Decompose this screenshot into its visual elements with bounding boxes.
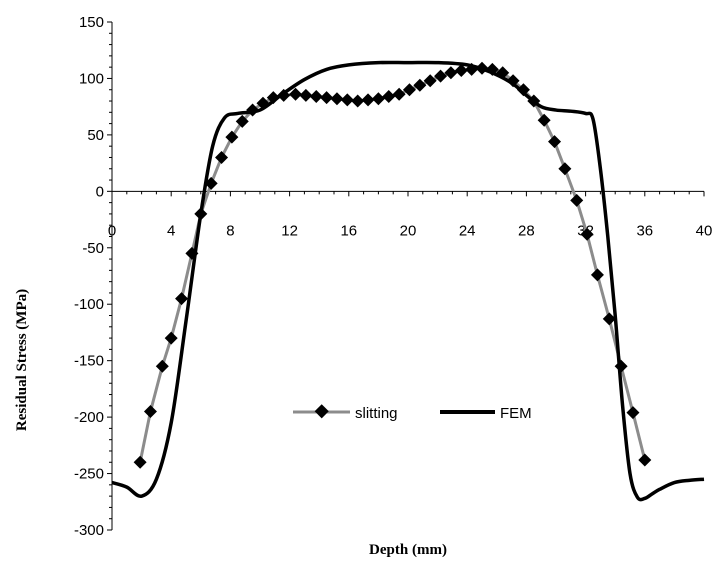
slitting-point: [351, 94, 365, 108]
slitting-point: [444, 66, 458, 80]
slitting-point: [516, 83, 530, 97]
x-tick-label: 16: [340, 222, 357, 239]
slitting-point: [143, 404, 157, 418]
slitting-point: [614, 359, 628, 373]
slitting-point: [570, 193, 584, 207]
y-tick-label: -50: [82, 240, 104, 257]
series-fem-line: [111, 60, 705, 502]
slitting-point: [423, 74, 437, 88]
x-tick-label: 36: [636, 222, 653, 239]
slitting-point: [392, 87, 406, 101]
slitting-point: [277, 88, 291, 102]
slitting-point: [590, 268, 604, 282]
x-tick-label: 0: [108, 222, 116, 239]
slitting-point: [402, 83, 416, 97]
slitting-point: [235, 114, 249, 128]
slitting-point: [506, 74, 520, 88]
legend-slitting-label: slitting: [355, 405, 398, 422]
slitting-point: [299, 88, 313, 102]
slitting-point: [256, 96, 270, 110]
slitting-point: [320, 91, 334, 105]
x-tick-label: 4: [167, 222, 175, 239]
slitting-point: [204, 176, 218, 190]
slitting-point: [164, 331, 178, 345]
x-tick-label: 24: [459, 222, 476, 239]
slitting-point: [465, 62, 479, 76]
y-tick-label: 100: [79, 70, 104, 87]
slitting-point: [266, 91, 280, 105]
slitting-point: [371, 92, 385, 106]
slitting-point: [330, 92, 344, 106]
series-slitting-line: [138, 66, 647, 463]
slitting-point: [361, 93, 375, 107]
slitting-point: [185, 246, 199, 260]
x-axis-label: Depth (mm): [369, 542, 447, 558]
legend-slitting-marker: [314, 404, 329, 419]
legend: slitting FEM: [293, 404, 532, 422]
slitting-point: [527, 94, 541, 108]
slitting-point: [475, 61, 489, 75]
slitting-point: [309, 90, 323, 104]
slitting-point: [225, 130, 239, 144]
slitting-point: [496, 66, 510, 80]
slitting-point: [194, 207, 208, 221]
slitting-point: [602, 312, 616, 326]
x-tick-label: 28: [518, 222, 535, 239]
legend-fem-label: FEM: [500, 405, 532, 422]
series-layer: [111, 60, 705, 502]
y-tick-label: 0: [96, 183, 104, 200]
y-axis-label: Residual Stress (MPa): [14, 289, 30, 431]
y-tick-label: -200: [74, 409, 104, 426]
slitting-point: [215, 150, 229, 164]
slitting-point: [175, 292, 189, 306]
x-tick-label: 20: [400, 222, 417, 239]
slitting-point: [537, 113, 551, 127]
slitting-point: [434, 69, 448, 83]
slitting-point: [485, 62, 499, 76]
y-tick-label: 50: [87, 127, 104, 144]
slitting-point: [454, 64, 468, 78]
slitting-point: [558, 162, 572, 176]
slitting-point: [133, 455, 147, 469]
y-tick-label: -300: [74, 522, 104, 539]
x-tick-label: 8: [226, 222, 234, 239]
y-tick-label: -100: [74, 296, 104, 313]
slitting-point: [289, 87, 303, 101]
slitting-point: [548, 135, 562, 149]
slitting-point: [580, 227, 594, 241]
slitting-point: [340, 93, 354, 107]
slitting-point: [638, 453, 652, 467]
slitting-point: [626, 406, 640, 420]
slitting-point: [382, 90, 396, 104]
y-tick-label: 150: [79, 14, 104, 31]
slitting-point: [246, 103, 260, 117]
x-tick-label: 40: [696, 222, 713, 239]
slitting-point: [155, 359, 169, 373]
slitting-point: [413, 78, 427, 92]
x-tick-label: 12: [281, 222, 298, 239]
y-tick-label: -250: [74, 466, 104, 483]
y-tick-label: -150: [74, 353, 104, 370]
